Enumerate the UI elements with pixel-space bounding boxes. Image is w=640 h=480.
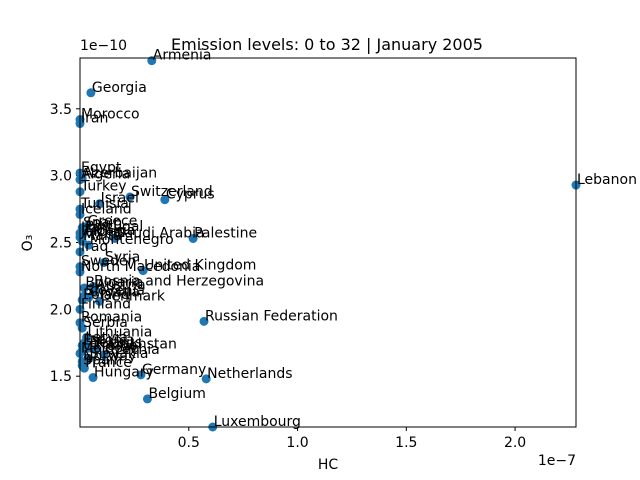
plot-frame (79, 57, 577, 428)
y-tick-label: 3.0 (50, 169, 72, 185)
data-point (138, 266, 148, 276)
point-label: Hungary (94, 365, 154, 381)
point-label: Slovenia (85, 283, 145, 299)
point-label: Russian Federation (205, 308, 338, 324)
data-point (99, 350, 109, 360)
point-label: Belgium (148, 386, 205, 402)
point-label: Belarus (90, 335, 143, 351)
point-label: Spain (83, 215, 122, 231)
point-label: Cyprus (166, 187, 215, 203)
point-label: Ukraine (83, 338, 137, 354)
point-label: Switzerland (131, 184, 213, 200)
data-point (95, 296, 105, 306)
point-label: Czechia (105, 342, 160, 358)
y-tick-label: 2.5 (50, 236, 72, 252)
y-tick-label: 2.0 (50, 302, 72, 318)
x-tick-label: 0.5 (178, 435, 200, 451)
point-label: Albania (83, 223, 135, 239)
point-label: Denmark (101, 288, 166, 304)
point-label: Montenegro (90, 232, 174, 248)
point-label: Malta (83, 228, 122, 244)
data-point (125, 192, 135, 202)
point-label: Lebanon (577, 172, 637, 188)
y-axis-label: O₃ (20, 235, 36, 252)
x-tick-label: 1.0 (286, 435, 308, 451)
point-label: Austria (96, 278, 145, 294)
point-label: France (85, 355, 132, 371)
data-point (90, 344, 100, 354)
point-label: Syria (105, 250, 140, 266)
point-label: Greece (88, 213, 138, 229)
point-label: Croatia (90, 284, 140, 300)
data-point (142, 394, 152, 404)
point-label: Morocco (81, 107, 140, 123)
point-label: Moldova (81, 340, 140, 356)
data-point (90, 286, 100, 296)
point-label: Serbia (83, 315, 128, 331)
point-label: Estonia (83, 332, 135, 348)
point-label: Palestine (194, 225, 257, 241)
point-label: Kazakhstan (96, 336, 177, 352)
point-label: Portugal (85, 219, 143, 235)
axis-ticks: 0.5 1.0 1.5 2.0 1.5 2.0 2.5 3.0 3.5 (50, 102, 526, 451)
x-tick-label: 2.0 (504, 435, 526, 451)
chart-title: Emission levels: 0 to 32 | January 2005 (171, 35, 483, 54)
x-axis-label: HC (318, 457, 339, 473)
point-label: Saudi Arabia (116, 225, 205, 241)
point-label: Lithuania (88, 324, 153, 340)
data-point (201, 374, 211, 384)
point-label: Germany (142, 362, 206, 378)
data-point (199, 316, 209, 326)
data-point (88, 373, 98, 383)
y-scale-label: 1e−10 (80, 38, 127, 54)
data-point (110, 233, 120, 243)
y-tick-label: 1.5 (50, 369, 72, 385)
data-point (160, 195, 170, 205)
y-tick-label: 3.5 (50, 102, 72, 118)
point-label: Poland (83, 287, 130, 303)
x-tick-label: 1.5 (395, 435, 417, 451)
data-point (99, 258, 109, 268)
x-scale-label: 1e−7 (538, 453, 576, 469)
data-point (86, 88, 96, 98)
point-label: United Kingdom (144, 258, 256, 274)
data-point (84, 240, 94, 250)
point-label: North Macedonia (81, 259, 200, 275)
point-label: Iraq (81, 239, 108, 255)
point-label: Georgia (92, 80, 147, 96)
point-label: Norway (83, 348, 136, 364)
point-label: Tunisia (80, 196, 129, 212)
data-point (136, 370, 146, 380)
point-label: Slovakia (90, 346, 149, 362)
point-label: Sweden (81, 254, 136, 270)
point-label: Azerbaijan (83, 165, 157, 181)
point-label: Iran (81, 111, 108, 127)
data-point (188, 233, 198, 243)
point-label: Turkey (80, 179, 127, 195)
data-point (95, 199, 105, 209)
point-label: Iceland (81, 201, 132, 217)
point-label: Armenia (153, 48, 212, 64)
point-label: Spain (83, 353, 122, 369)
point-label: Finland (81, 296, 131, 312)
point-label: Jordan (80, 224, 126, 240)
point-label: Latvia (85, 330, 128, 346)
point-label: Bulgaria (85, 275, 143, 291)
point-label: Romania (81, 310, 142, 326)
point-label: Egypt (81, 160, 122, 176)
point-label: Israel (101, 191, 139, 207)
point-label: Netherlands (207, 366, 292, 382)
point-label: Bosnia and Herzegovina (94, 274, 264, 290)
point-label: Luxembourg (214, 414, 301, 430)
data-point (79, 363, 89, 373)
point-label: Italy (81, 220, 111, 236)
data-point (79, 283, 89, 293)
point-label: Algeria (81, 167, 130, 183)
